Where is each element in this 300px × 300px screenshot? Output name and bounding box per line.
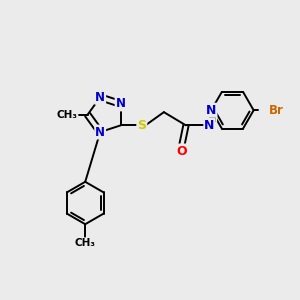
Text: CH₃: CH₃ [56,110,77,120]
Text: N: N [204,119,215,132]
Text: N: N [95,125,105,139]
Text: O: O [176,145,187,158]
Text: N: N [206,104,216,117]
Text: N: N [95,91,105,104]
Text: H: H [208,114,216,124]
Text: N: N [116,98,126,110]
Text: S: S [137,119,146,132]
Text: CH₃: CH₃ [75,238,96,248]
Text: Br: Br [269,104,284,117]
